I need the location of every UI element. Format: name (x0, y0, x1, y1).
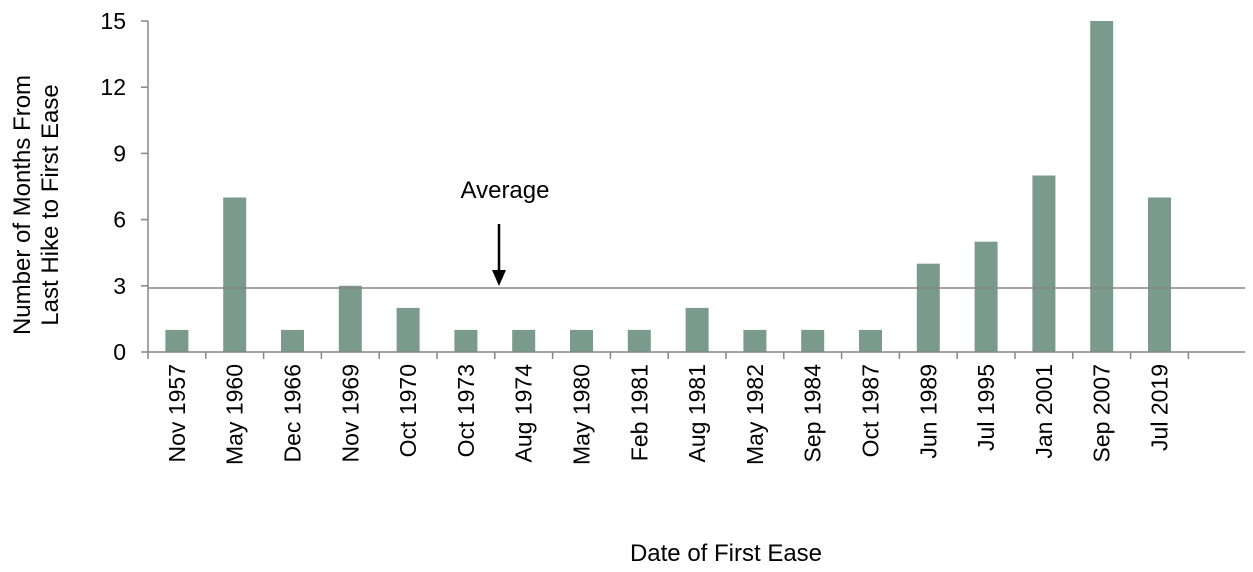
x-tick-label: Nov 1957 (164, 364, 190, 462)
x-tick-label: Feb 1981 (626, 364, 652, 461)
bar (281, 329, 304, 352)
bar (685, 307, 709, 352)
average-annotation: Average (461, 177, 550, 204)
bar (1148, 197, 1171, 352)
bars (165, 21, 1171, 352)
bar (916, 263, 940, 352)
axes (141, 20, 1245, 359)
bar (801, 329, 825, 352)
bar (974, 241, 998, 352)
x-axis-title: Date of First Ease (630, 540, 822, 567)
average-arrow (492, 224, 506, 286)
bar (223, 197, 247, 352)
x-tick-label: Aug 1981 (684, 364, 710, 462)
x-tick-label: May 1982 (742, 364, 768, 465)
bar (570, 329, 593, 352)
x-tick-label: Jan 2001 (1031, 364, 1057, 459)
x-tick-label: Jul 1995 (973, 364, 999, 451)
bar (1090, 21, 1114, 352)
bar (743, 329, 767, 352)
x-tick-label: Aug 1974 (511, 364, 537, 463)
bar (1032, 175, 1056, 352)
bar (454, 329, 478, 352)
bar (859, 329, 882, 352)
x-tick-label: Sep 2007 (1089, 364, 1115, 462)
y-tick-labels: 0 3 6 9 12 15 (100, 8, 126, 365)
y-tick-label: 3 (113, 273, 126, 299)
bar (512, 329, 536, 352)
bar (627, 329, 651, 352)
y-tick-label: 9 (113, 140, 126, 166)
x-tick-label: Oct 1970 (395, 364, 421, 457)
x-tick-label: Jun 1989 (915, 364, 941, 459)
y-tick-label: 6 (113, 207, 126, 233)
x-tick-label: Sep 1984 (800, 364, 826, 463)
bar (396, 307, 420, 352)
y-tick-label: 12 (100, 74, 126, 100)
x-tick-label: Dec 1966 (280, 364, 306, 462)
x-tick-labels: Nov 1957 May 1960 Dec 1966 Nov 1969 Oct 1970… (164, 364, 1173, 465)
bar (165, 329, 189, 352)
x-tick-label: May 1980 (569, 364, 595, 465)
y-axis-title: Number of Months FromLast Hike to First … (9, 75, 64, 335)
x-tick-label: Oct 1987 (858, 364, 884, 457)
x-tick-label: Jul 2019 (1147, 364, 1173, 451)
y-tick-label: 0 (113, 339, 126, 365)
x-tick-label: Oct 1973 (453, 364, 479, 457)
y-tick-label: 15 (100, 8, 126, 34)
x-tick-label: May 1960 (222, 364, 248, 465)
x-tick-label: Nov 1969 (337, 364, 363, 462)
bar (338, 285, 362, 352)
